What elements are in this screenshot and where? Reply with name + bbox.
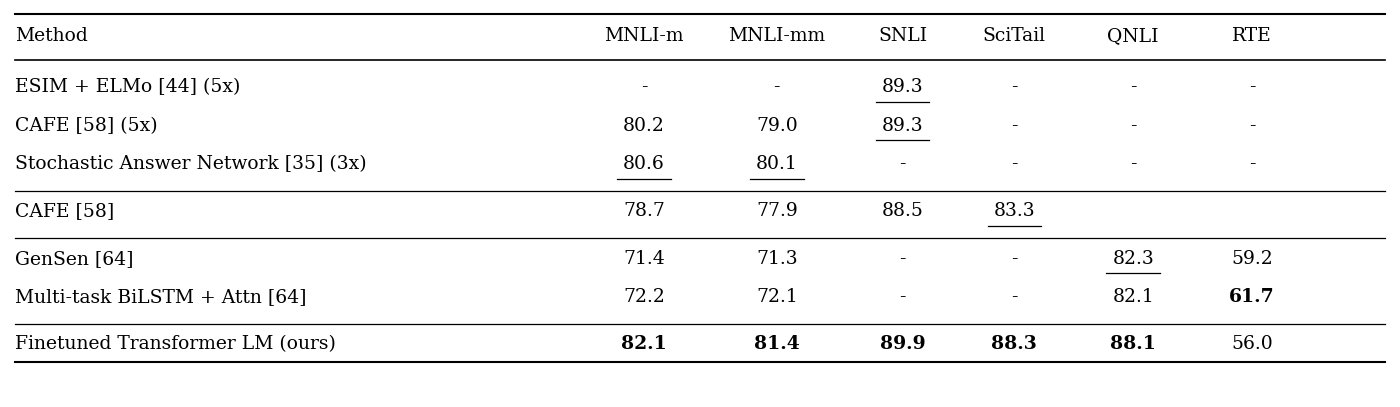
Text: ESIM + ELMo [44] (5x): ESIM + ELMo [44] (5x) <box>15 78 241 96</box>
Text: 88.1: 88.1 <box>1110 335 1156 353</box>
Text: 89.3: 89.3 <box>882 78 924 96</box>
Text: 82.1: 82.1 <box>622 335 666 353</box>
Text: 77.9: 77.9 <box>756 202 798 220</box>
Text: CAFE [58]: CAFE [58] <box>15 202 115 220</box>
Text: 82.1: 82.1 <box>1112 288 1154 306</box>
Text: -: - <box>1130 117 1137 135</box>
Text: Multi-task BiLSTM + Attn [64]: Multi-task BiLSTM + Attn [64] <box>15 288 307 306</box>
Text: 79.0: 79.0 <box>756 117 798 135</box>
Text: 80.2: 80.2 <box>623 117 665 135</box>
Text: -: - <box>899 249 906 267</box>
Text: 88.5: 88.5 <box>882 202 924 220</box>
Text: -: - <box>899 155 906 173</box>
Text: -: - <box>1249 155 1256 173</box>
Text: SNLI: SNLI <box>878 27 927 45</box>
Text: 59.2: 59.2 <box>1231 249 1273 267</box>
Text: 89.9: 89.9 <box>879 335 925 353</box>
Text: -: - <box>1011 155 1018 173</box>
Text: 72.1: 72.1 <box>756 288 798 306</box>
Text: QNLI: QNLI <box>1107 27 1159 45</box>
Text: -: - <box>1011 288 1018 306</box>
Text: RTE: RTE <box>1232 27 1271 45</box>
Text: -: - <box>1130 155 1137 173</box>
Text: Stochastic Answer Network [35] (3x): Stochastic Answer Network [35] (3x) <box>15 155 367 173</box>
Text: Method: Method <box>15 27 88 45</box>
Text: MNLI-mm: MNLI-mm <box>728 27 826 45</box>
Text: -: - <box>1249 78 1256 96</box>
Text: 89.3: 89.3 <box>882 117 924 135</box>
Text: 71.3: 71.3 <box>756 249 798 267</box>
Text: -: - <box>641 78 647 96</box>
Text: 71.4: 71.4 <box>623 249 665 267</box>
Text: GenSen [64]: GenSen [64] <box>15 249 134 267</box>
Text: 82.3: 82.3 <box>1112 249 1154 267</box>
Text: 80.6: 80.6 <box>623 155 665 173</box>
Text: 72.2: 72.2 <box>623 288 665 306</box>
Text: 83.3: 83.3 <box>994 202 1035 220</box>
Text: -: - <box>1011 117 1018 135</box>
Text: CAFE [58] (5x): CAFE [58] (5x) <box>15 117 158 135</box>
Text: SciTail: SciTail <box>983 27 1046 45</box>
Text: -: - <box>1130 78 1137 96</box>
Text: 81.4: 81.4 <box>755 335 799 353</box>
Text: Finetuned Transformer LM (ours): Finetuned Transformer LM (ours) <box>15 335 336 353</box>
Text: -: - <box>774 78 780 96</box>
Text: 78.7: 78.7 <box>623 202 665 220</box>
Text: 80.1: 80.1 <box>756 155 798 173</box>
Text: 61.7: 61.7 <box>1229 288 1275 306</box>
Text: 56.0: 56.0 <box>1231 335 1273 353</box>
Text: -: - <box>1011 249 1018 267</box>
Text: -: - <box>1011 78 1018 96</box>
Text: 88.3: 88.3 <box>991 335 1037 353</box>
Text: MNLI-m: MNLI-m <box>605 27 683 45</box>
Text: -: - <box>899 288 906 306</box>
Text: -: - <box>1249 117 1256 135</box>
